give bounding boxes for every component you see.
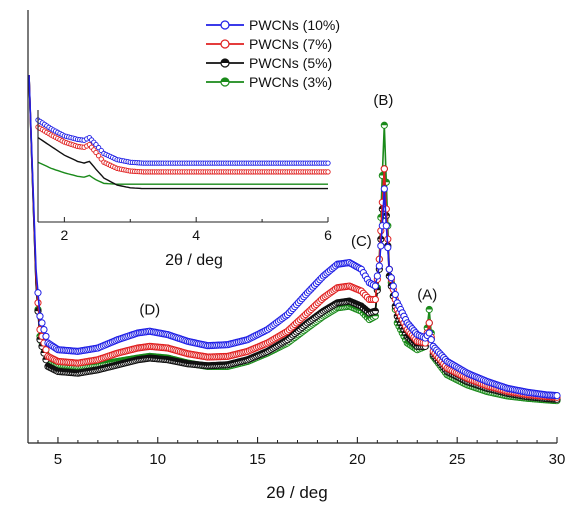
legend-item: PWCNs (7%) (206, 36, 332, 52)
inset-background (38, 110, 328, 222)
data-point (42, 332, 50, 340)
peak-label: (C) (351, 233, 372, 250)
legend-marker-fill (221, 59, 229, 63)
data-point (387, 274, 395, 282)
x-tick-label: 10 (149, 451, 166, 468)
inset-series-3 (37, 161, 328, 185)
data-point (40, 326, 48, 334)
inset-x-tick-label: 4 (192, 227, 200, 243)
data-point (425, 329, 433, 337)
data-point (375, 262, 383, 270)
main-axes: 5 10 15 20 25 30 (27, 10, 566, 468)
data-point (42, 346, 50, 354)
data-point (553, 391, 561, 400)
legend-marker (220, 39, 230, 49)
x-tick-label: 5 (54, 451, 62, 468)
data-point (389, 282, 397, 290)
legend-label: PWCNs (7%) (249, 36, 332, 52)
data-point (38, 319, 46, 327)
x-tick-label: 25 (449, 451, 466, 468)
data-point-fill (426, 306, 433, 310)
data-point (373, 272, 381, 280)
data-point (382, 205, 390, 213)
inset-x-tick-label: 2 (60, 227, 68, 243)
inset-x-tick-label: 6 (324, 227, 332, 243)
data-point (391, 290, 399, 299)
data-point (380, 165, 388, 173)
inset-series-line (37, 137, 328, 190)
inset-series-2 (37, 137, 328, 190)
data-point-fill (372, 308, 379, 312)
data-point (427, 336, 435, 344)
data-point (36, 312, 44, 320)
inset-series-line (37, 161, 328, 185)
peak-annotations: (A) (B) (C) (D) (139, 92, 437, 318)
data-point (380, 185, 388, 193)
legend-item: PWCNs (5%) (206, 55, 332, 71)
main-plot-series (28, 74, 561, 405)
peak-label: (D) (139, 302, 160, 319)
inset-data-point (325, 169, 331, 175)
legend-label: PWCNs (3%) (249, 74, 332, 90)
legend-item: PWCNs (3%) (206, 74, 332, 90)
inset-data-point (325, 160, 331, 166)
data-point (425, 319, 433, 327)
x-tick-label: 15 (249, 451, 266, 468)
data-point (384, 243, 392, 252)
data-point (34, 289, 42, 297)
inset-plot-series (35, 110, 331, 222)
peak-label: (A) (417, 286, 437, 303)
data-point (377, 242, 385, 250)
legend-marker (220, 20, 230, 30)
data-point (371, 295, 379, 304)
legend: PWCNs (10%) PWCNs (7%) PWCNs (5%) PWCNs (3%… (206, 17, 340, 90)
data-point (382, 222, 390, 230)
series-0 (28, 74, 561, 400)
data-point (385, 265, 393, 273)
inset-x-axis-label: 2θ / deg (165, 252, 223, 269)
x-axis-label: 2θ / deg (266, 483, 327, 502)
data-point (371, 282, 379, 290)
x-tick-label: 20 (349, 451, 366, 468)
legend-label: PWCNs (5%) (249, 55, 332, 71)
inset-series-1 (35, 124, 331, 175)
inset-series-0 (35, 117, 331, 166)
inset-axes: 2 4 6 (37, 110, 332, 243)
legend-item: PWCNs (10%) (206, 17, 340, 33)
x-tick-label: 30 (549, 451, 566, 468)
peak-label: (B) (373, 92, 393, 109)
legend-marker-fill (221, 78, 229, 82)
data-point-fill (381, 122, 388, 126)
legend-label: PWCNs (10%) (249, 17, 340, 33)
